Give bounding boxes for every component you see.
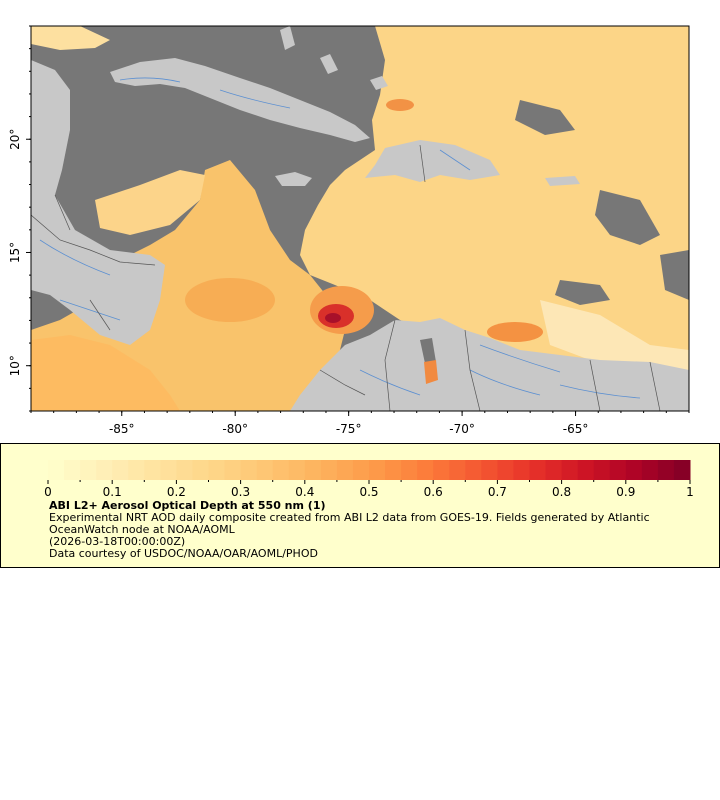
land-bahamas-2 xyxy=(320,54,338,74)
land-jamaica xyxy=(275,172,312,186)
colorbar-cell xyxy=(304,460,322,480)
y-tick-label: 10° xyxy=(8,355,22,376)
colorbar-cell xyxy=(96,460,113,480)
colorbar-tick-label: 0.1 xyxy=(103,485,122,499)
colorbar-cell xyxy=(545,460,563,480)
colorbar-cell xyxy=(144,460,161,480)
legend-timestamp: (2026-03-18T00:00:00Z) xyxy=(49,535,186,548)
colorbar-cell xyxy=(561,460,579,480)
aod-field-southwest xyxy=(31,335,180,411)
colorbar-cell xyxy=(272,460,290,480)
colorbar-cell xyxy=(128,460,145,480)
map-layers xyxy=(31,26,689,411)
colorbar-cell xyxy=(288,460,306,480)
colorbar-tick-label: 0 xyxy=(44,485,52,499)
colorbar-cell xyxy=(449,460,466,480)
colorbar-cell xyxy=(64,460,81,480)
y-axis: 20° 15° 10° xyxy=(8,25,31,412)
colorbar-cell xyxy=(224,460,242,480)
colorbar-cell xyxy=(112,460,129,480)
x-tick-label: -70° xyxy=(449,422,475,436)
colorbar-cell xyxy=(417,460,434,480)
land-puerto-rico xyxy=(545,176,580,186)
colorbar-cell xyxy=(352,460,370,480)
colorbar-tick-label: 0.2 xyxy=(167,485,186,499)
colorbar-cell xyxy=(593,460,611,480)
colorbar-cell xyxy=(48,460,65,480)
colorbar-cell xyxy=(641,460,659,480)
aod-plume-east xyxy=(487,322,543,342)
colorbar-cell xyxy=(657,460,675,480)
colorbar-cell xyxy=(673,460,691,480)
land-yucatan xyxy=(31,60,70,205)
nodata-hole-2 xyxy=(555,280,610,305)
x-tick-label: -65° xyxy=(563,422,589,436)
aod-plume-hispaniola xyxy=(386,99,414,111)
colorbar-cell xyxy=(369,460,386,480)
x-tick-label: -75° xyxy=(336,422,362,436)
colorbar-tick-label: 0.6 xyxy=(424,485,443,499)
colorbar-tick-label: 0.8 xyxy=(552,485,571,499)
colorbar-ticks: 0 0.1 0.2 0.3 0.4 0.5 0.6 0.7 0.8 0.9 1 xyxy=(44,480,694,499)
colorbar-cell xyxy=(465,460,482,480)
colorbar-tick-label: 0.9 xyxy=(616,485,635,499)
colorbar-cell xyxy=(625,460,643,480)
colorbar-cell xyxy=(577,460,595,480)
aod-map: -85° -80° -75° -70° -65° 20° 15° 10° xyxy=(8,25,690,436)
colorbar-cell xyxy=(176,460,193,480)
colorbar-tick-label: 0.7 xyxy=(488,485,507,499)
colorbar-cell xyxy=(256,460,274,480)
colorbar-cell xyxy=(192,460,209,480)
colorbar-tick-label: 1 xyxy=(686,485,694,499)
legend-description: Experimental NRT AOD daily composite cre… xyxy=(49,511,650,536)
colorbar: 0 0.1 0.2 0.3 0.4 0.5 0.6 0.7 0.8 0.9 1 xyxy=(44,460,694,499)
map-frame xyxy=(30,25,690,412)
x-tick-label: -80° xyxy=(222,422,248,436)
land-bahamas-3 xyxy=(370,76,388,90)
x-tick-label: -85° xyxy=(109,422,135,436)
colorbar-tick-label: 0.3 xyxy=(231,485,250,499)
colorbar-cell xyxy=(208,460,226,480)
legend-title: ABI L2+ Aerosol Optical Depth at 550 nm … xyxy=(49,499,326,512)
land-paraguana-aod xyxy=(424,360,438,384)
colorbar-cell xyxy=(320,460,338,480)
colorbar-cell xyxy=(336,460,354,480)
rivers xyxy=(39,77,641,399)
map-panel: -85° -80° -75° -70° -65° 20° 15° 10° xyxy=(8,25,690,436)
aod-plume-core xyxy=(325,313,341,323)
land-cuba xyxy=(110,58,370,142)
colorbar-tick-label: 0.5 xyxy=(359,485,378,499)
nodata-hole-4 xyxy=(660,250,689,300)
colorbar-tick-label: 0.4 xyxy=(295,485,314,499)
nodata-hole-1 xyxy=(595,190,660,245)
aod-patch-north xyxy=(31,26,110,50)
colorbar-cell xyxy=(433,460,450,480)
colorbar-cell xyxy=(240,460,258,480)
land-hispaniola xyxy=(365,140,500,182)
colorbar-cell xyxy=(529,460,547,480)
colorbar-cell xyxy=(80,460,97,480)
colorbar-cell xyxy=(513,460,530,480)
colorbar-cell xyxy=(609,460,627,480)
land-bahamas-1 xyxy=(280,26,295,50)
x-axis: -85° -80° -75° -70° -65° xyxy=(30,411,690,436)
colorbar-cell xyxy=(385,460,402,480)
colorbar-cell xyxy=(481,460,498,480)
colorbar-cells xyxy=(48,460,691,480)
colorbar-cell xyxy=(401,460,418,480)
colorbar-cell xyxy=(497,460,514,480)
land-maracaibo xyxy=(420,338,436,368)
nodata-hole-3 xyxy=(515,100,575,135)
y-tick-label: 15° xyxy=(8,242,22,263)
legend-credit: Data courtesy of USDOC/NOAA/OAR/AOML/PHO… xyxy=(49,547,318,560)
legend-panel: 0 0.1 0.2 0.3 0.4 0.5 0.6 0.7 0.8 0.9 1 ABI L2+ Ae… xyxy=(0,443,720,568)
y-tick-label: 20° xyxy=(8,129,22,150)
borders xyxy=(31,144,661,411)
colorbar-cell xyxy=(160,460,177,480)
legend-text: ABI L2+ Aerosol Optical Depth at 550 nm … xyxy=(49,500,689,560)
aod-patch-midwest xyxy=(95,170,205,235)
aod-plume-west xyxy=(185,278,275,322)
aod-patch-coast xyxy=(540,300,689,380)
